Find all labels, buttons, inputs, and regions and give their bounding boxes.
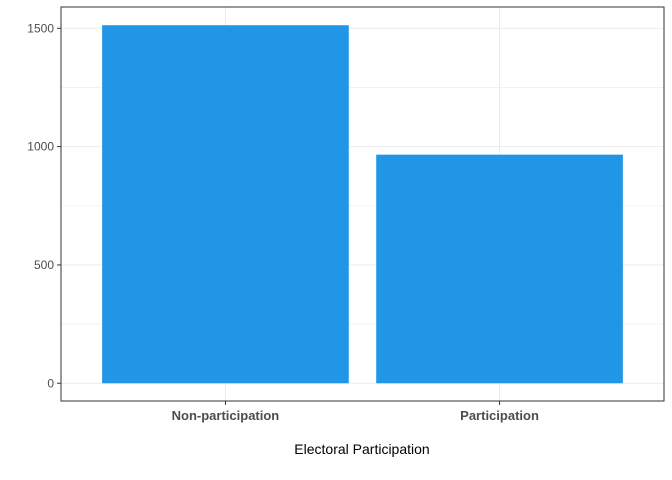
x-tick-label: Participation [460, 408, 539, 423]
panel-border [60, 6, 665, 402]
y-axis: 0 500 1000 1500 [27, 21, 61, 390]
x-axis: Non-participation Participation [172, 401, 539, 423]
y-tick-label: 0 [47, 376, 54, 390]
bars [102, 25, 623, 384]
bar-participation [376, 154, 623, 384]
x-axis-title: Electoral Participation [294, 441, 429, 457]
bar-non-participation [102, 25, 349, 384]
y-tick-label: 500 [34, 258, 54, 272]
y-tick-label: 1500 [27, 21, 54, 35]
x-tick-label: Non-participation [172, 408, 280, 423]
y-tick-label: 1000 [27, 140, 54, 154]
